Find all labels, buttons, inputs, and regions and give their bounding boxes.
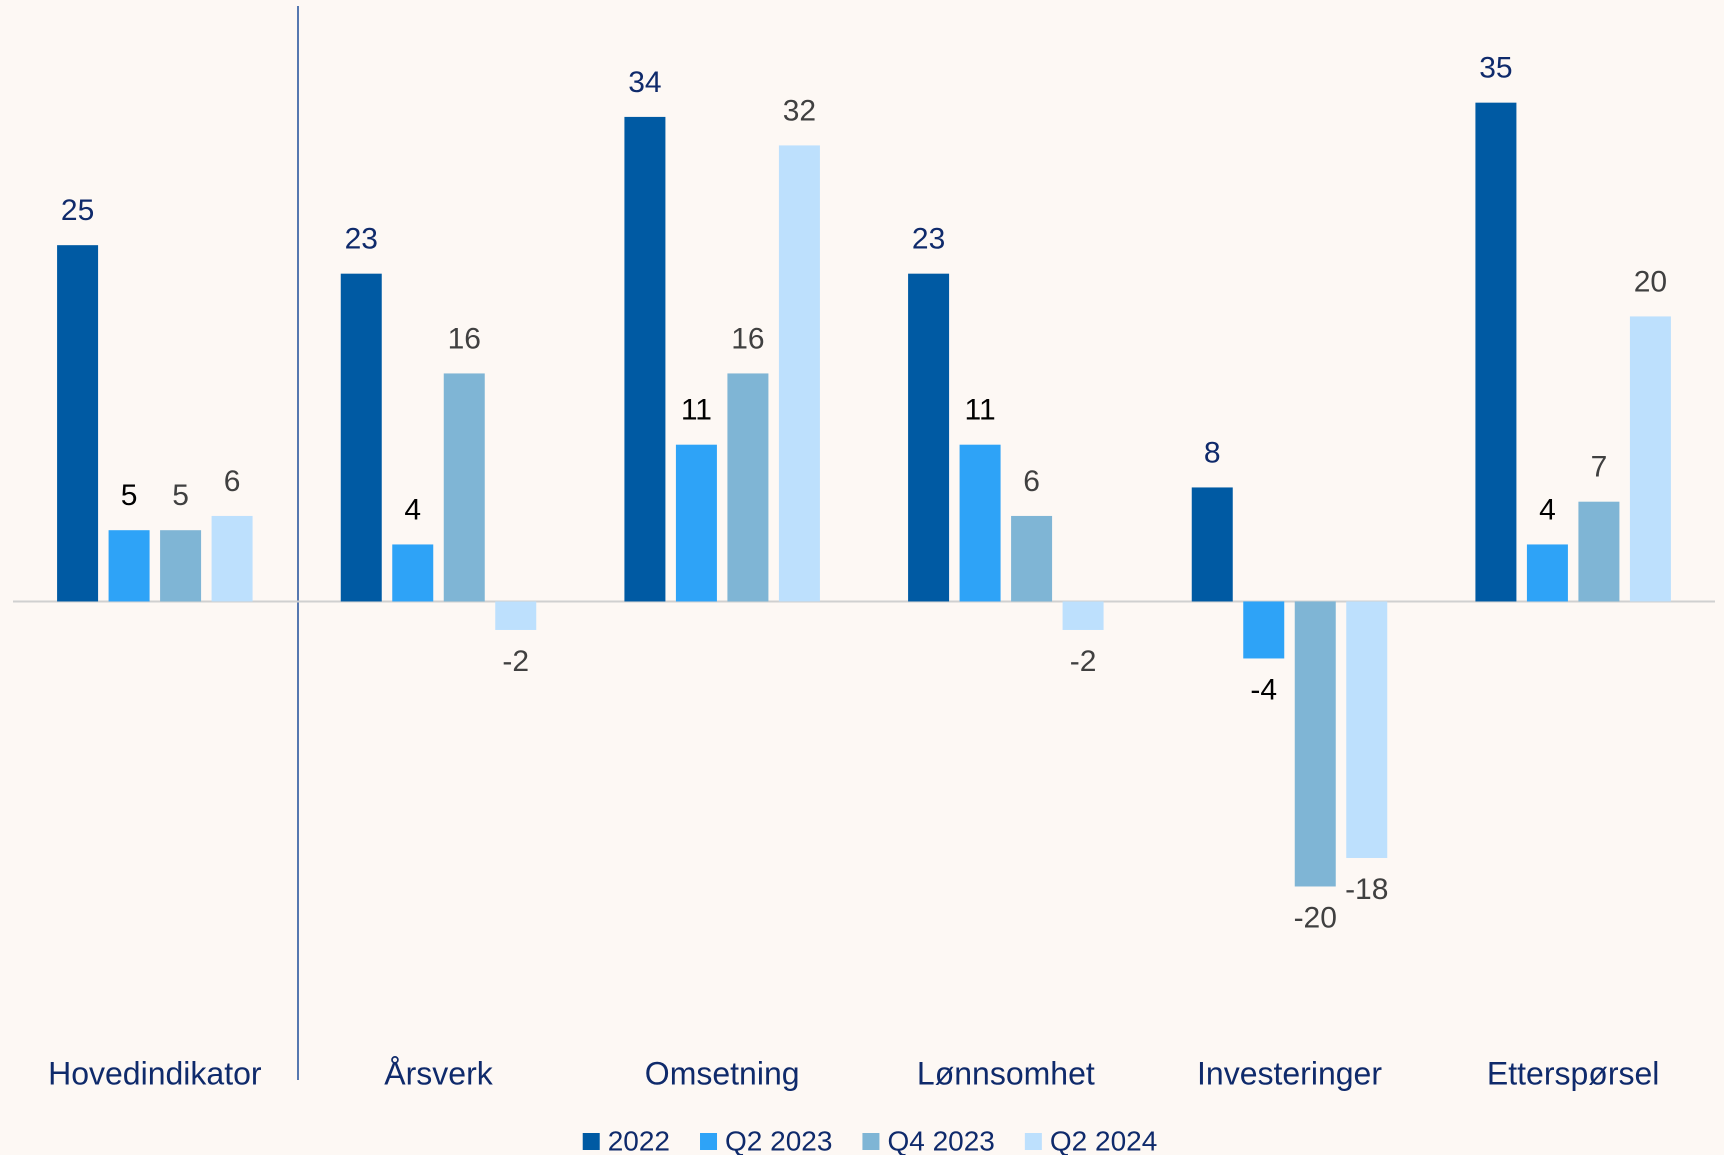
data-label: -4 — [1250, 673, 1277, 706]
bar — [211, 515, 253, 602]
bar — [1526, 544, 1568, 602]
bar — [959, 444, 1001, 602]
data-label: 23 — [912, 223, 945, 256]
data-label: -20 — [1294, 901, 1337, 934]
bar — [624, 116, 666, 602]
bar — [392, 544, 434, 602]
bar — [1191, 487, 1233, 602]
data-label: -18 — [1345, 873, 1388, 906]
bar — [1062, 601, 1104, 630]
bar — [1629, 316, 1671, 602]
data-label: 32 — [783, 94, 816, 127]
bar — [495, 601, 537, 630]
bar — [443, 373, 485, 602]
bar — [908, 273, 950, 602]
data-label: 16 — [731, 322, 764, 355]
bar — [778, 145, 820, 602]
bar — [1578, 501, 1620, 602]
data-label: -2 — [1070, 645, 1097, 678]
bar — [727, 373, 769, 602]
data-label: 4 — [1539, 493, 1556, 526]
bar — [1243, 601, 1285, 659]
data-label: 7 — [1591, 451, 1608, 484]
data-label: 6 — [1023, 465, 1040, 498]
data-label: 6 — [224, 465, 241, 498]
bar — [160, 530, 202, 602]
legend-swatch — [582, 1133, 600, 1150]
x-tick-label: Omsetning — [645, 1055, 800, 1091]
legend-label: Q4 2023 — [887, 1125, 994, 1155]
data-label: 8 — [1204, 436, 1221, 469]
data-label: 35 — [1479, 52, 1512, 85]
bar — [1475, 102, 1517, 602]
data-label: 5 — [121, 479, 138, 512]
data-label: 11 — [681, 394, 712, 427]
x-tick-label: Etterspørsel — [1487, 1055, 1659, 1091]
data-label: 16 — [448, 322, 481, 355]
bar — [340, 273, 382, 602]
data-label: 23 — [345, 223, 378, 256]
data-label: 4 — [404, 493, 421, 526]
x-tick-label: Årsverk — [384, 1055, 493, 1091]
data-label: 11 — [965, 394, 996, 427]
legend-swatch — [1024, 1133, 1042, 1150]
bar — [1011, 515, 1053, 602]
data-label: -2 — [502, 645, 529, 678]
legend-label: Q2 2024 — [1050, 1125, 1157, 1155]
data-label: 25 — [61, 194, 94, 227]
data-label: 34 — [628, 66, 661, 99]
x-tick-label: Hovedindikator — [48, 1055, 262, 1091]
bar — [57, 245, 99, 602]
bar — [108, 530, 150, 602]
bar — [675, 444, 717, 602]
bar — [1294, 601, 1336, 887]
data-label: 5 — [172, 479, 189, 512]
data-label: 20 — [1634, 265, 1667, 298]
x-tick-label: Investeringer — [1197, 1055, 1382, 1091]
legend-label: Q2 2023 — [725, 1125, 832, 1155]
bar — [1346, 601, 1388, 858]
legend-swatch — [862, 1133, 880, 1150]
x-tick-label: Lønnsomhet — [917, 1055, 1095, 1091]
legend-swatch — [700, 1133, 718, 1150]
legend-label: 2022 — [608, 1125, 670, 1155]
